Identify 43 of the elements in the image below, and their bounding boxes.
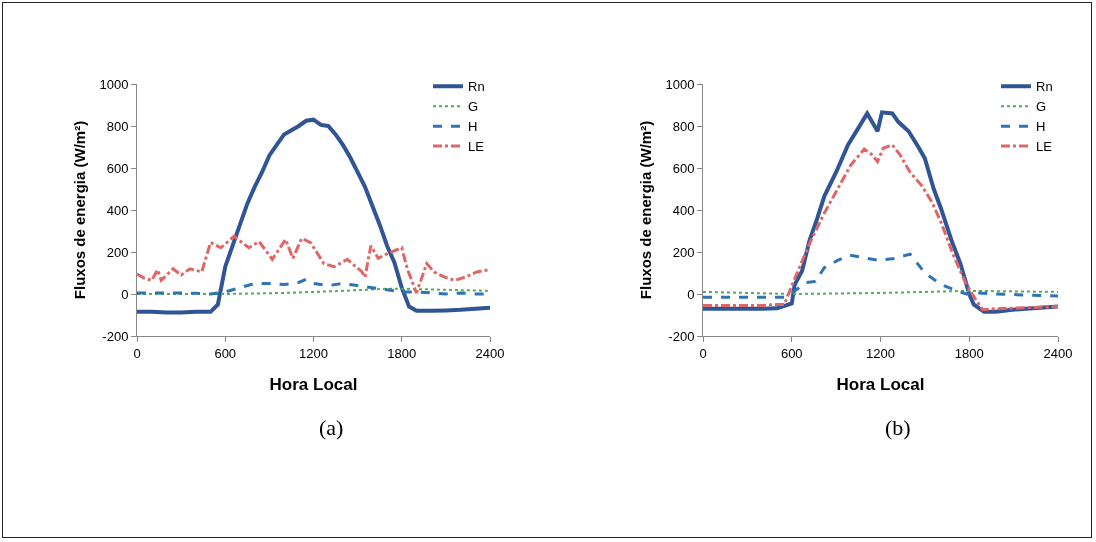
legend-label: G	[1036, 99, 1047, 115]
legend-label: H	[468, 119, 478, 135]
x-tick-label: 600	[214, 345, 237, 361]
legend-label: G	[468, 99, 479, 115]
legend-label: LE	[1036, 139, 1053, 155]
x-tick-label: 0	[699, 345, 707, 361]
line-series	[703, 252, 1058, 299]
y-tick-label: 600	[672, 160, 695, 176]
line-series	[703, 143, 1058, 312]
legend-label: Rn	[1036, 79, 1053, 95]
line-series	[137, 117, 490, 315]
y-tick-label: -200	[668, 328, 695, 344]
x-axis-title: Hora Local	[836, 375, 925, 394]
y-tick-label: 800	[672, 118, 695, 134]
legend-label: H	[1036, 119, 1046, 135]
legend-label: Rn	[468, 79, 485, 95]
x-tick-label: 1200	[299, 345, 328, 361]
x-tick-label: 600	[780, 345, 803, 361]
y-tick-label: 200	[672, 244, 695, 260]
line-series	[703, 110, 1058, 314]
y-tick-label: 1000	[99, 76, 129, 92]
x-tick-label: 1800	[387, 345, 417, 361]
y-axis-title: Fluxos de energia (W/m²)	[70, 120, 88, 300]
x-tick-label: 1200	[866, 345, 895, 361]
y-tick-label: 0	[687, 286, 695, 302]
y-tick-label: 400	[106, 202, 129, 218]
x-tick-label: 2400	[1043, 345, 1073, 361]
y-tick-label: 1000	[665, 76, 695, 92]
x-axis-title: Hora Local	[269, 375, 358, 394]
x-tick-label: 0	[133, 345, 141, 361]
x-tick-label: 1800	[954, 345, 984, 361]
y-tick-label: 0	[121, 286, 129, 302]
x-tick-label: 2400	[475, 345, 505, 361]
y-tick-label: 600	[106, 160, 129, 176]
text: (b)	[885, 415, 911, 440]
y-tick-label: 800	[106, 118, 129, 134]
line-series	[137, 234, 490, 295]
y-tick-label: 400	[672, 202, 695, 218]
y-axis-title: Fluxos de energia (W/m²)	[636, 120, 654, 300]
text: (a)	[319, 415, 344, 440]
y-tick-label: -200	[102, 328, 129, 344]
y-tick-label: 200	[106, 244, 129, 260]
legend-label: LE	[468, 139, 485, 155]
